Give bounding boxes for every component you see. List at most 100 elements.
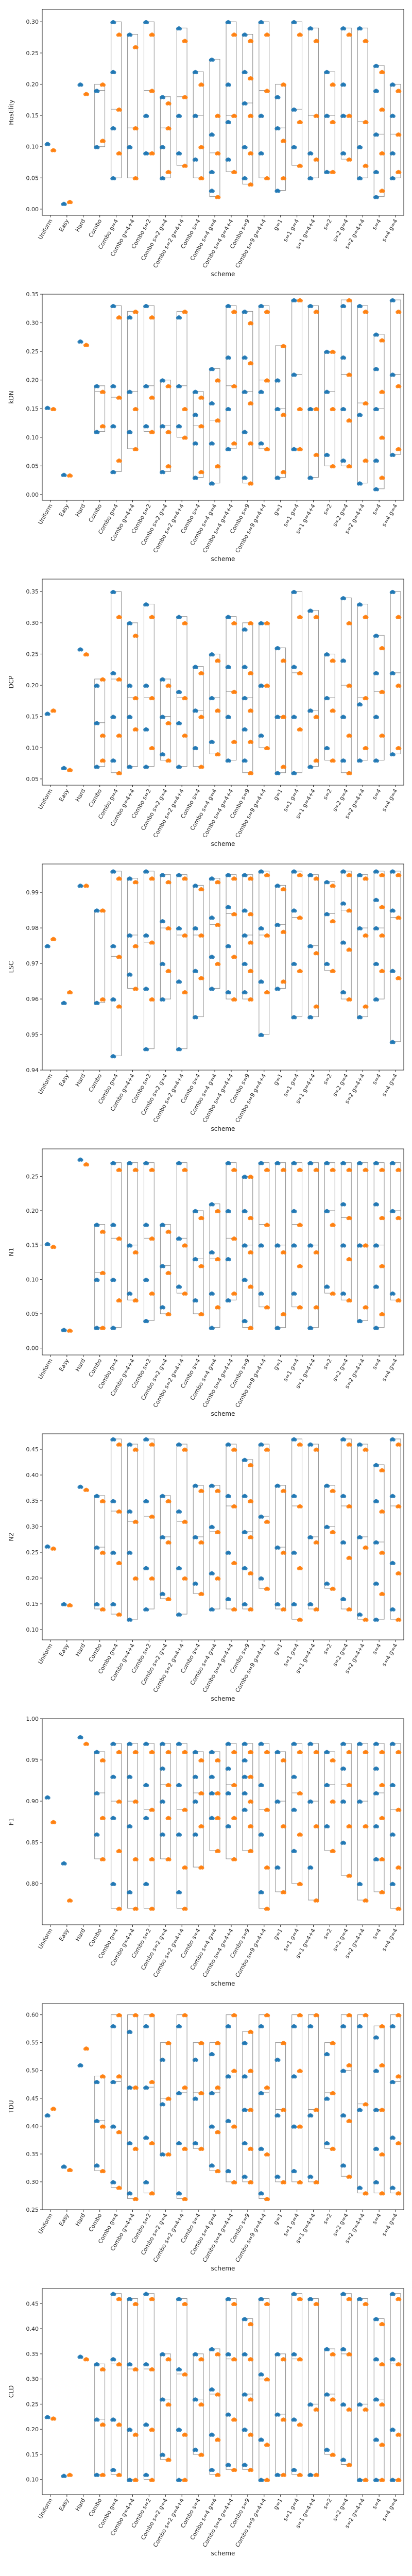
data-point	[162, 470, 166, 474]
data-point	[381, 1313, 385, 1316]
data-point	[167, 721, 171, 725]
data-point	[392, 909, 396, 913]
data-point	[112, 2418, 116, 2422]
data-point	[250, 2030, 254, 2034]
data-point	[228, 2025, 231, 2029]
data-point	[151, 430, 155, 434]
data-point	[162, 998, 166, 1002]
data-point	[332, 2352, 336, 2357]
data-point	[250, 1464, 254, 1467]
data-point	[151, 396, 155, 400]
x-tick-label: Easy	[58, 503, 70, 518]
data-point	[283, 470, 287, 474]
data-point	[375, 1618, 379, 1622]
data-point	[145, 2423, 149, 2427]
data-point	[332, 121, 336, 125]
data-point	[381, 934, 385, 938]
range-box	[193, 2042, 204, 2149]
range-box	[111, 1743, 122, 1909]
data-point	[211, 1608, 215, 1612]
data-point	[129, 1292, 133, 1296]
data-point	[299, 299, 303, 303]
range-box	[209, 1485, 220, 1609]
data-point	[244, 1278, 248, 1282]
data-point	[283, 715, 287, 719]
data-point	[332, 465, 336, 469]
data-point	[381, 476, 385, 480]
data-point	[162, 2103, 166, 2107]
data-point	[260, 927, 264, 931]
x-tick-label: Easy	[58, 1927, 70, 1942]
data-point	[162, 2398, 166, 2402]
data-point	[260, 1891, 264, 1894]
data-point	[283, 2358, 287, 2362]
data-point	[293, 373, 297, 377]
data-point	[244, 759, 248, 763]
data-point	[85, 653, 90, 657]
data-point	[217, 114, 221, 118]
data-point	[283, 413, 287, 417]
data-point	[310, 1536, 314, 1539]
data-point	[96, 2473, 100, 2477]
data-point	[392, 373, 396, 377]
x-tick-label: s=4 g=4	[381, 2212, 399, 2238]
data-point	[151, 89, 155, 93]
data-point	[283, 1551, 287, 1555]
data-point	[342, 2114, 347, 2118]
y-tick-label: 0.30	[26, 1523, 39, 1530]
data-point	[135, 1251, 139, 1255]
data-point	[392, 2186, 396, 2190]
x-tick-label: s=4 g=4	[381, 1073, 399, 1098]
data-point	[233, 114, 237, 118]
data-point	[145, 2136, 149, 2140]
data-point	[375, 1500, 379, 1503]
y-tick-label: 0.60	[26, 2012, 39, 2019]
data-point	[145, 1742, 149, 1746]
y-tick-label: 1.00	[26, 1716, 39, 1722]
data-point	[53, 148, 57, 152]
data-point	[135, 45, 139, 49]
data-point	[310, 27, 314, 31]
data-point	[145, 1047, 149, 1052]
data-point	[233, 1292, 237, 1296]
data-point	[63, 1603, 67, 1606]
data-point	[228, 1825, 231, 1828]
data-point	[375, 2147, 379, 2151]
data-point	[129, 715, 133, 719]
data-point	[195, 2398, 198, 2402]
data-point	[316, 1541, 319, 1545]
data-point	[359, 413, 363, 417]
data-point	[200, 1866, 204, 1870]
data-point	[316, 1608, 319, 1612]
data-point	[118, 1850, 122, 1853]
data-point	[392, 1562, 396, 1565]
range-box	[373, 65, 385, 197]
data-point	[365, 1306, 369, 1310]
data-point	[326, 171, 330, 175]
data-point	[112, 1603, 116, 1606]
data-point	[359, 1742, 363, 1746]
range-box	[340, 1438, 352, 1609]
data-point	[195, 2448, 198, 2452]
range-box	[111, 591, 122, 773]
x-tick-label: Combo	[88, 2497, 104, 2518]
data-point	[392, 1742, 396, 1746]
range-box	[176, 1162, 187, 1294]
data-point	[129, 2478, 133, 2482]
data-point	[348, 1784, 352, 1787]
x-axis-label: scheme	[211, 840, 235, 848]
data-point	[217, 1759, 221, 1762]
data-point	[228, 2170, 231, 2174]
data-point	[244, 2142, 248, 2146]
y-axis-label: kDN	[8, 391, 15, 403]
data-point	[178, 425, 182, 429]
data-point	[211, 1792, 215, 1795]
data-point	[266, 934, 270, 938]
data-point	[184, 2147, 188, 2151]
data-point	[102, 1230, 106, 1234]
data-point	[375, 634, 379, 638]
data-point	[217, 465, 221, 469]
data-point	[233, 740, 237, 744]
data-point	[392, 151, 396, 156]
data-point	[228, 21, 231, 25]
